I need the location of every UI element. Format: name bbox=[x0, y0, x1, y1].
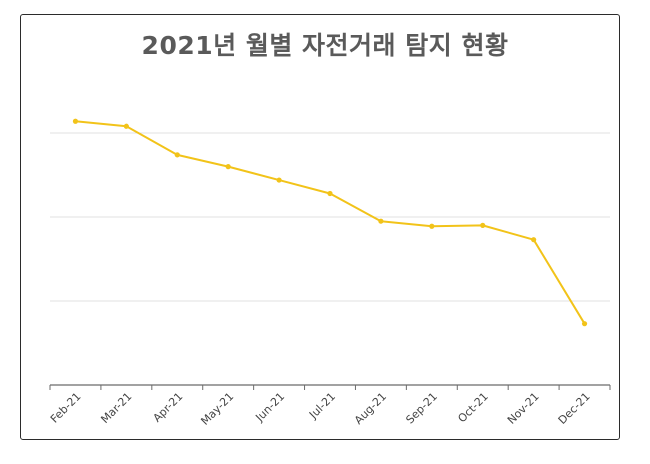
data-point bbox=[581, 321, 588, 327]
data-point bbox=[123, 123, 129, 129]
data-point bbox=[225, 164, 231, 170]
x-tick-label: Nov-21 bbox=[505, 390, 542, 427]
x-tick-label: Oct-21 bbox=[455, 390, 490, 425]
data-point bbox=[480, 222, 486, 228]
x-tick-label: May-21 bbox=[198, 390, 236, 428]
data-point bbox=[327, 190, 333, 197]
x-tick-label: Jun-21 bbox=[252, 390, 287, 425]
data-point bbox=[378, 218, 384, 224]
data-point bbox=[174, 152, 180, 158]
x-tick-label: Aug-21 bbox=[352, 390, 389, 427]
series-line bbox=[75, 120, 586, 325]
x-tick-label: Mar-21 bbox=[98, 390, 134, 426]
x-tick-label: Apr-21 bbox=[151, 390, 186, 425]
chart-title: 2021년 월별 자전거래 탐지 현황 bbox=[141, 31, 509, 60]
data-point bbox=[72, 118, 79, 124]
data-point bbox=[531, 237, 537, 243]
x-tick-label: Jul-21 bbox=[306, 390, 338, 422]
data-point bbox=[429, 223, 435, 229]
x-tick-label: Dec-21 bbox=[556, 390, 593, 427]
x-tick-label: Feb-21 bbox=[48, 390, 84, 426]
chart-frame bbox=[20, 14, 620, 440]
data-point bbox=[276, 177, 282, 183]
x-tick-label: Sep-21 bbox=[403, 390, 440, 427]
